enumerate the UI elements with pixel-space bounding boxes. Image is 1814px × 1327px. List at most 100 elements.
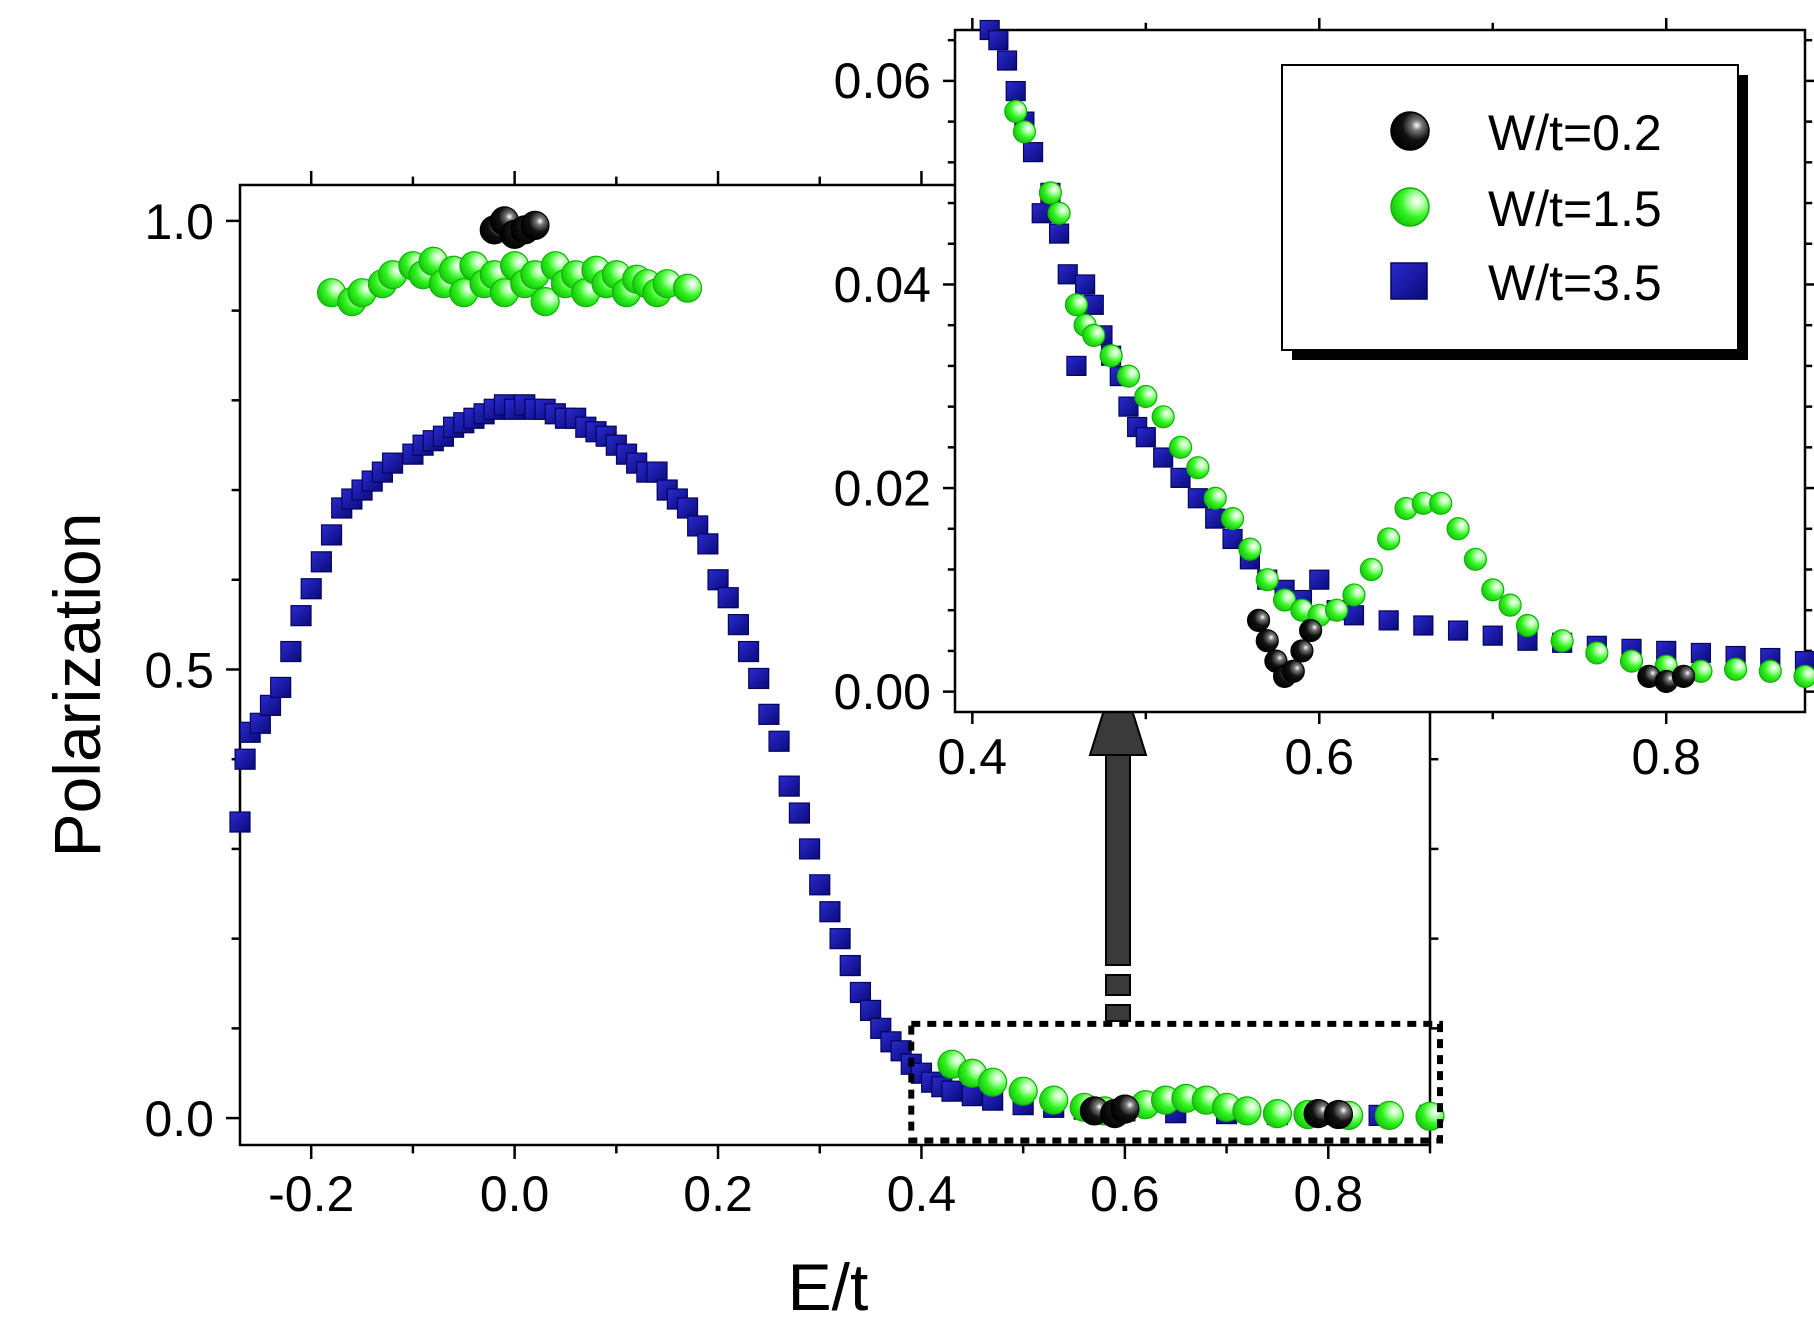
main-point-w-t-3-5 [819, 901, 841, 923]
inset-point-w-t-3-5 [1135, 427, 1156, 448]
legend-box [1281, 64, 1739, 351]
arrow-shaft [1105, 754, 1131, 966]
inset-point-w-t-1-5 [1186, 456, 1210, 480]
inset-point-w-t-1-5 [1099, 344, 1123, 368]
main-point-w-t-3-5 [778, 775, 800, 797]
inset-ytick-label: 0.00 [834, 664, 931, 720]
inset-tick-labels: 0.4 0.6 0.8 0.00 0.02 0.04 0.06 [834, 53, 1701, 785]
main-point-w-t-1-5 [978, 1067, 1008, 1097]
inset-ticks [943, 18, 1814, 724]
inset-point-w-t-1-5 [1585, 641, 1609, 665]
inset-ytick-label: 0.06 [834, 53, 931, 109]
inset-point-w-t-3-5 [1066, 355, 1087, 377]
inset-point-w-t-1-5 [1116, 364, 1141, 388]
inset-point-w-t-0-2 [1299, 618, 1323, 643]
main-point-w-t-3-5 [280, 640, 302, 663]
legend-marker-w02 [1390, 111, 1430, 151]
main-point-w-t-3-5 [727, 614, 749, 636]
main-xtick-label: 0.0 [480, 1166, 550, 1222]
main-point-w-t-1-5 [1374, 1100, 1404, 1130]
x-axis-title: E/t [788, 1250, 869, 1324]
inset-point-w-t-3-5 [1048, 223, 1070, 244]
main-markers [229, 206, 1445, 1131]
main-point-w-t-3-5 [717, 587, 739, 609]
legend-marker-w15 [1390, 187, 1430, 227]
main-point-w-t-3-5 [229, 811, 251, 833]
inset-point-w-t-3-5 [1309, 569, 1330, 590]
main-point-w-t-1-5 [530, 287, 560, 317]
main-point-w-t-3-5 [798, 838, 821, 860]
legend-label-w02: W/t=0.2 [1488, 105, 1662, 161]
main-xtick-label: 0.2 [683, 1166, 753, 1222]
main-point-w-t-3-5 [849, 981, 872, 1004]
inset-xtick-label: 0.8 [1631, 729, 1701, 785]
inset-point-w-t-1-5 [1082, 323, 1106, 347]
inset-point-w-t-3-5 [988, 30, 1009, 51]
inset-point-w-t-1-5 [1047, 201, 1071, 225]
inset-markers [979, 19, 1814, 694]
inset-point-w-t-3-5 [996, 50, 1018, 71]
inset-point-w-t-3-5 [1022, 142, 1044, 163]
inset-point-w-t-1-5 [1724, 657, 1748, 681]
inset-point-w-t-1-5 [1359, 557, 1383, 582]
legend: W/t=0.2 W/t=1.5 W/t=3.5 [1281, 64, 1748, 360]
main-tick-labels: -0.2 0.0 0.2 0.4 0.6 0.8 0.0 0.5 1.0 [144, 194, 1363, 1222]
inset-xtick-label: 0.4 [938, 729, 1008, 785]
main-point-w-t-3-5 [829, 928, 851, 950]
main-plot: -0.2 0.0 0.2 0.4 0.6 0.8 0.0 0.5 1.0 E/t Polariz… [40, 171, 1445, 1324]
inset-point-w-t-1-5 [1325, 598, 1349, 622]
legend-label-w35: W/t=3.5 [1488, 255, 1662, 311]
main-point-w-t-3-5 [234, 748, 256, 770]
inset-point-w-t-3-5 [1482, 625, 1503, 646]
main-point-w-t-3-5 [687, 515, 709, 537]
inset-point-w-t-1-5 [1481, 578, 1505, 602]
main-xtick-label: 0.4 [887, 1166, 957, 1222]
inset-point-w-t-3-5 [1075, 274, 1096, 295]
main-point-w-t-1-5 [1008, 1076, 1038, 1106]
inset-point-w-t-1-5 [1429, 491, 1453, 515]
inset-point-w-t-3-5 [1690, 642, 1712, 664]
main-point-w-t-3-5 [259, 694, 282, 716]
main-point-w-t-1-5 [1039, 1085, 1069, 1115]
inset-point-w-t-1-5 [1220, 506, 1245, 531]
main-point-w-t-1-5 [1262, 1098, 1293, 1129]
inset-point-w-t-1-5 [1255, 568, 1279, 592]
inset-plot-frame [953, 28, 1807, 714]
inset-point-w-t-1-5 [1134, 384, 1158, 409]
inset-point-w-t-1-5 [1377, 527, 1401, 551]
main-point-w-t-3-5 [961, 1085, 983, 1107]
inset-point-w-t-0-2 [1290, 639, 1314, 663]
zoom-arrow [1088, 661, 1148, 1022]
inset-point-w-t-1-5 [1272, 588, 1297, 612]
main-xtick-label: 0.6 [1090, 1166, 1160, 1222]
main-point-w-t-3-5 [737, 640, 760, 663]
inset-point-w-t-3-5 [1005, 80, 1026, 102]
main-point-w-t-3-5 [676, 497, 699, 519]
main-point-w-t-0-2 [1323, 1099, 1354, 1130]
main-xtick-label: -0.2 [268, 1166, 354, 1222]
main-point-w-t-3-5 [758, 703, 780, 725]
legend-label-w15: W/t=1.5 [1488, 181, 1662, 237]
inset-point-w-t-1-5 [1446, 517, 1470, 541]
arrow-shaft-dash-2 [1105, 1004, 1131, 1022]
main-point-w-t-3-5 [768, 730, 790, 752]
y-axis-title: Polarization [40, 513, 114, 858]
inset-point-w-t-1-5 [1151, 405, 1175, 429]
main-point-w-t-1-5 [1232, 1096, 1262, 1126]
inset-point-w-t-1-5 [1238, 537, 1262, 561]
inset-point-w-t-3-5 [1170, 467, 1191, 488]
main-point-w-t-3-5 [646, 461, 668, 483]
main-point-w-t-3-5 [859, 999, 882, 1022]
inset-point-w-t-1-5 [1498, 593, 1522, 617]
zoom-box [908, 1020, 1443, 1144]
main-ytick-label: 0.0 [144, 1091, 214, 1147]
inset-point-w-t-1-5 [1515, 613, 1540, 638]
inset-point-w-t-0-2 [1255, 629, 1279, 653]
main-point-w-t-0-2 [520, 210, 550, 240]
inset-xtick-label: 0.6 [1285, 729, 1355, 785]
inset-ytick-label: 0.04 [834, 257, 931, 313]
arrow-shaft-dash-1 [1105, 974, 1131, 996]
inset-point-w-t-1-5 [1203, 486, 1227, 510]
inset-point-w-t-3-5 [1153, 447, 1174, 468]
main-point-w-t-3-5 [320, 524, 343, 546]
